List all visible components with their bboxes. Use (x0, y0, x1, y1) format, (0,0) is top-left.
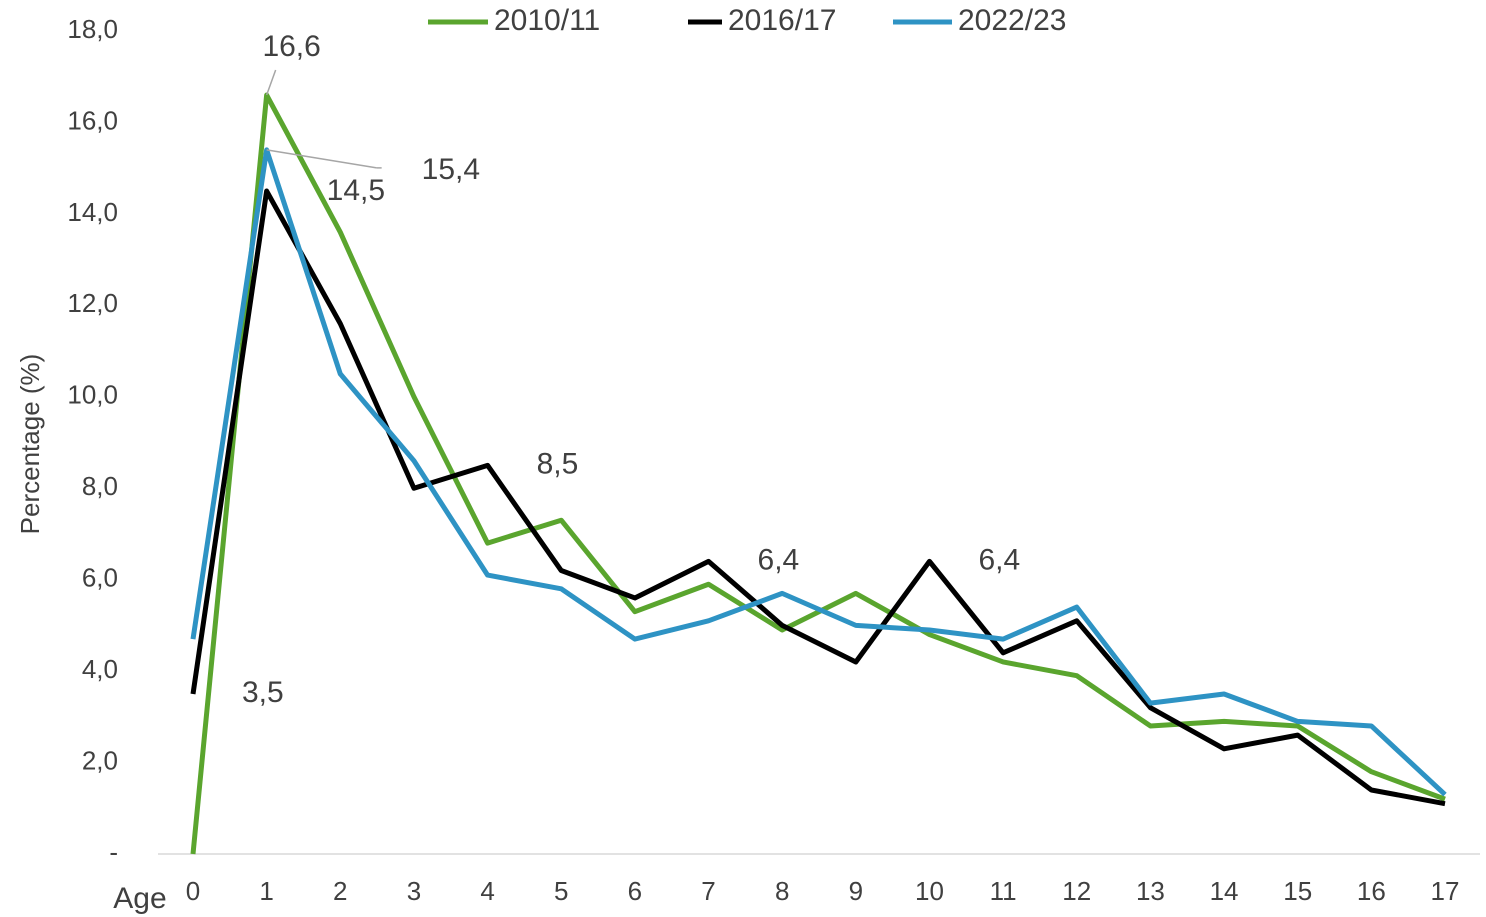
x-tick-label: 10 (915, 876, 944, 906)
y-axis-label: Percentage (%) (15, 354, 45, 535)
x-tick-label: 6 (628, 876, 642, 906)
x-tick-label: 11 (990, 876, 1017, 906)
y-tick-label: 6,0 (82, 563, 118, 593)
legend-label: 2016/17 (728, 4, 836, 37)
legend-label: 2010/11 (494, 4, 600, 37)
x-tick-label: 8 (775, 876, 789, 906)
y-tick-label: - (109, 837, 118, 867)
data-label: 15,4 (422, 153, 480, 186)
data-label: 6,4 (758, 543, 800, 576)
data-label: 3,5 (242, 676, 284, 709)
x-tick-label: 15 (1283, 876, 1312, 906)
leader-line (265, 69, 277, 96)
data-label: 8,5 (537, 447, 579, 480)
y-tick-label: 18,0 (67, 14, 118, 44)
legend-label: 2022/23 (958, 4, 1066, 37)
x-tick-label: 2 (333, 876, 347, 906)
y-tick-label: 14,0 (67, 197, 118, 227)
x-tick-label: 14 (1210, 876, 1239, 906)
leader-line (266, 149, 377, 169)
x-tick-label: 16 (1357, 876, 1386, 906)
x-tick-label: 0 (186, 876, 200, 906)
y-tick-label: 2,0 (82, 745, 118, 775)
line-series (190, 147, 1447, 797)
x-tick-label: 7 (701, 876, 715, 906)
x-tick-label: 13 (1136, 876, 1165, 906)
line-series (190, 188, 1446, 807)
data-label: 6,4 (978, 543, 1020, 576)
y-tick-label: 10,0 (67, 380, 118, 410)
x-tick-label: 3 (407, 876, 421, 906)
x-tick-label: 4 (480, 876, 494, 906)
x-tick-label: 17 (1431, 876, 1460, 906)
x-tick-label: 12 (1062, 876, 1091, 906)
x-axis-label: Age (113, 882, 166, 915)
x-tick-label: 1 (259, 876, 273, 906)
data-label: 14,5 (327, 174, 385, 207)
y-tick-label: 8,0 (82, 471, 118, 501)
y-tick-label: 12,0 (67, 288, 118, 318)
data-label: 16,6 (262, 30, 320, 63)
x-tick-label: 5 (554, 876, 568, 906)
y-tick-label: 4,0 (82, 654, 118, 684)
y-tick-label: 16,0 (67, 105, 118, 135)
x-tick-label: 9 (849, 876, 863, 906)
